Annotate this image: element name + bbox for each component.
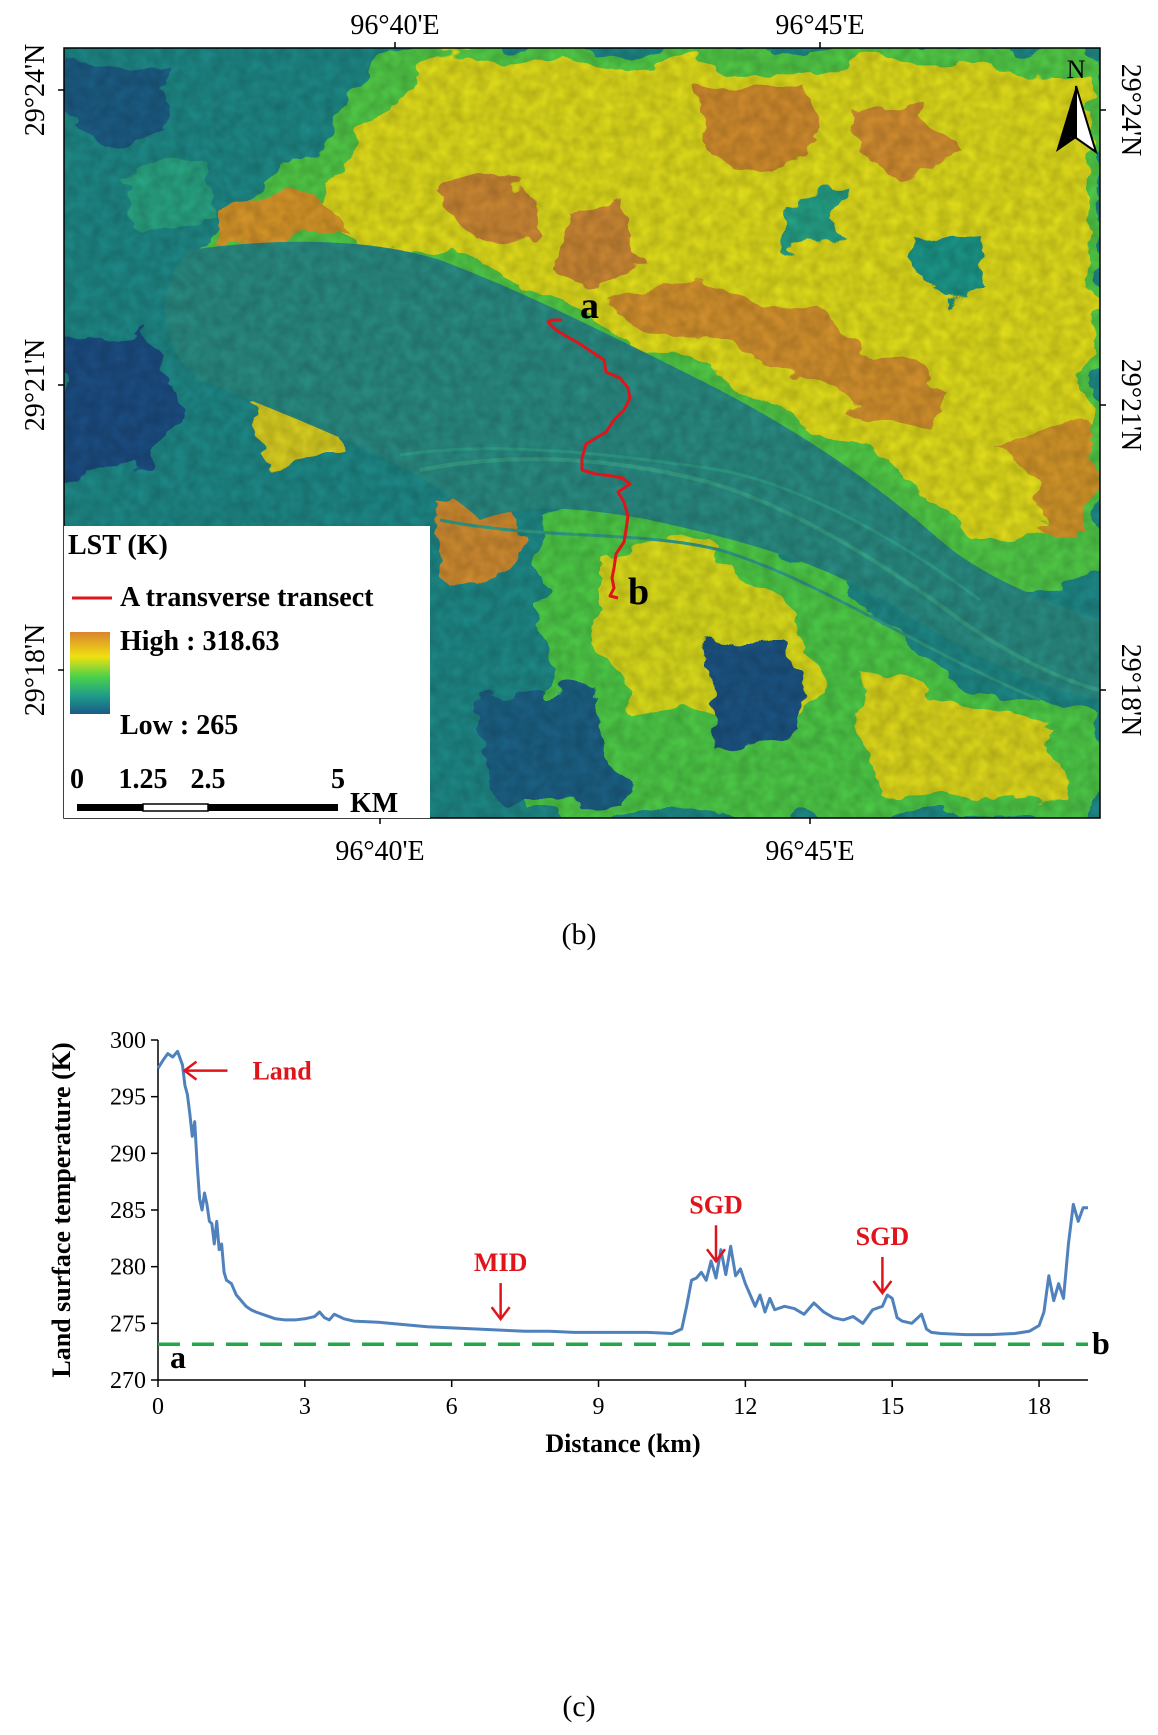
annotation-label: MID (474, 1248, 527, 1277)
y-tick-label: 285 (110, 1198, 146, 1224)
annotation-label: SGD (689, 1190, 742, 1219)
scale-unit: KM (350, 788, 398, 819)
scale-tick-2: 2.5 (191, 764, 226, 795)
map-legend: LST (K) A transverse transect High : 318… (64, 526, 430, 819)
lst-series-line (156, 1049, 1088, 1337)
x-tick-label: 15 (880, 1394, 904, 1420)
scale-tick-0: 0 (70, 764, 84, 795)
x-tick-label: 12 (733, 1394, 757, 1420)
legend-title: LST (K) (68, 530, 168, 561)
lst-map-figure: 96°40'E 96°45'E 96°40'E 96°45'E 29°24'N … (20, 10, 1146, 860)
lon-label-bottom-1: 96°40'E (335, 836, 424, 860)
endpoint-a-label: a (170, 1339, 186, 1375)
y-axis-label: Land surface temperature (K) (47, 1042, 76, 1377)
y-tick-label: 300 (110, 1028, 146, 1054)
lat-label-right-2: 29°21'N (1115, 359, 1146, 451)
point-b-label: b (628, 571, 649, 613)
x-tick-label: 9 (593, 1394, 605, 1420)
y-tick-label: 290 (110, 1141, 146, 1167)
chart-caption: (c) (562, 1690, 596, 1723)
lon-label-bottom-2: 96°45'E (765, 836, 854, 860)
x-tick-label: 18 (1027, 1394, 1051, 1420)
point-a-label: a (580, 285, 599, 327)
annotation-arrowhead-icon (182, 1060, 198, 1081)
lon-label-top-2: 96°45'E (775, 10, 864, 41)
endpoint-b-label: b (1092, 1325, 1110, 1361)
north-label: N (1067, 55, 1086, 84)
annotation-arrowhead-icon (706, 1248, 726, 1264)
annotation-arrowhead-icon (490, 1306, 511, 1322)
scale-tick-3: 5 (331, 764, 345, 795)
y-tick-label: 295 (110, 1085, 146, 1111)
north-arrow-icon: N (1056, 55, 1098, 155)
lst-transect-chart: 270 275 280 285 290 295 300 0 3 6 9 12 15 18 Land MID S… (47, 1028, 1110, 1458)
map-caption: (b) (561, 918, 597, 951)
lon-label-top-1: 96°40'E (350, 10, 439, 41)
lat-label-right-3: 29°18'N (1115, 644, 1146, 736)
annotation-arrowhead-icon (872, 1280, 893, 1296)
x-tick-label: 0 (152, 1394, 164, 1420)
x-axis-label: Distance (km) (545, 1429, 700, 1458)
legend-color-ramp (70, 632, 110, 714)
scale-tick-1: 1.25 (119, 764, 168, 795)
scale-bar: 0 1.25 2.5 5 KM (70, 764, 398, 819)
annotation-label: Land (252, 1057, 312, 1086)
x-tick-label: 3 (299, 1394, 311, 1420)
axes: 270 275 280 285 290 295 300 0 3 6 9 12 15 18 (110, 1028, 1051, 1420)
legend-high-label: High : 318.63 (120, 626, 279, 657)
y-tick-label: 275 (110, 1311, 146, 1337)
legend-low-label: Low : 265 (120, 710, 238, 741)
lat-label-left-3: 29°18'N (20, 624, 51, 716)
lat-label-left-1: 29°24'N (20, 44, 51, 136)
lat-label-left-2: 29°21'N (20, 339, 51, 431)
transect-line (546, 318, 632, 600)
lat-label-right-1: 29°24'N (1115, 64, 1146, 156)
annotation-label: SGD (856, 1222, 909, 1251)
y-tick-label: 280 (110, 1255, 146, 1281)
map-ticks (58, 42, 1106, 824)
lst-raster (64, 48, 1100, 818)
x-tick-label: 6 (446, 1394, 458, 1420)
legend-transect-label: A transverse transect (120, 582, 374, 613)
y-tick-label: 270 (110, 1368, 146, 1394)
